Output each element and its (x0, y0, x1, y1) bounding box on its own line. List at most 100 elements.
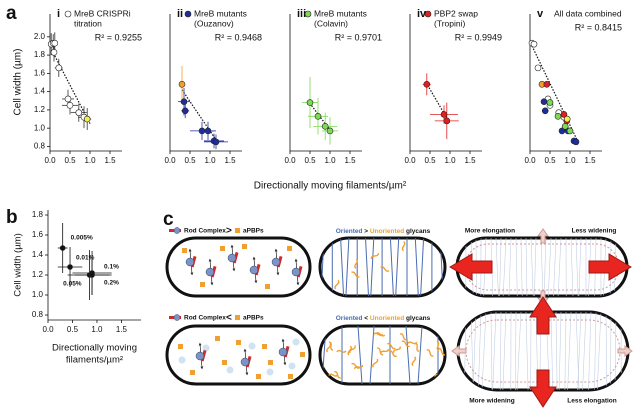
y-tick-label: 1.8 (34, 50, 46, 59)
wall-strand (540, 238, 544, 296)
rod-complex (240, 357, 250, 367)
unoriented-glycan (351, 362, 361, 369)
unoriented-glycan (349, 345, 356, 354)
small-arrow (451, 345, 467, 357)
x-tick-label: 0.0 (404, 156, 416, 165)
unoriented-glycan (353, 364, 364, 370)
oriented-glycan (357, 326, 363, 384)
axis (47, 210, 141, 321)
rod-complex (195, 351, 205, 361)
apbp-inactive (202, 344, 210, 352)
apbp (268, 360, 273, 365)
oriented-glycan (345, 238, 350, 296)
legend-text: aPBPs (243, 315, 264, 322)
apbp (288, 374, 293, 379)
legend-text: MreB mutants (194, 8, 247, 18)
apbp (256, 374, 261, 379)
point (560, 111, 568, 118)
cell-contents (178, 336, 305, 379)
wall-strand (555, 312, 558, 390)
wall-strand (470, 312, 474, 390)
point (326, 127, 334, 135)
y-tick-label: 2.0 (34, 32, 46, 41)
unoriented-glycan (326, 342, 332, 353)
y-tick-label: 1.0 (34, 123, 46, 132)
legend-text: MreB CRISPRi (74, 8, 131, 18)
x-tick-label: 1.5 (344, 156, 356, 165)
x-tick-label: 1.0 (91, 325, 103, 334)
wall-strand (575, 312, 580, 390)
diagram (165, 227, 633, 408)
wall-strand (553, 238, 557, 296)
y-tick-label: 1.4 (32, 250, 44, 259)
unoriented-glycan (399, 333, 408, 341)
point (204, 127, 212, 135)
unoriented-glycan (387, 342, 396, 350)
x-tick-label: 1.5 (104, 156, 116, 165)
rod-complex (185, 257, 195, 267)
legend-text: (Ouzanov) (194, 18, 234, 28)
wall-strand (525, 238, 528, 296)
oriented-glycan (365, 238, 369, 296)
legend-text: MreB mutants (314, 8, 367, 18)
wall-strand (557, 238, 562, 296)
unoriented-glycan (401, 241, 406, 252)
point (440, 111, 448, 118)
outcome: More elongation (465, 228, 515, 235)
oriented-glycan (369, 326, 375, 384)
x-tick-label: 0.5 (67, 325, 79, 334)
wall-strand (502, 312, 507, 390)
point (563, 115, 571, 123)
outcome: More widening (469, 398, 515, 405)
legend-text: Rod Complex (184, 228, 226, 235)
x-tick-label: 0.0 (42, 325, 54, 334)
y-tick-label: 1.6 (34, 68, 46, 77)
unoriented-glycan (388, 350, 397, 357)
point-label: 0.1% (104, 264, 119, 271)
legend-marker (184, 10, 192, 18)
point (66, 102, 74, 109)
panel-label: a (6, 3, 17, 24)
y-axis-title: Cell width (µm) (13, 49, 24, 116)
fit-line (531, 45, 579, 143)
unoriented-glycan (372, 358, 379, 368)
point (64, 95, 72, 103)
y-tick-label: 1.0 (32, 290, 44, 299)
wall-strand (577, 312, 582, 390)
wall-strand (530, 238, 534, 296)
glycans: glycans (406, 315, 431, 322)
apbp-inactive (226, 366, 234, 374)
point (89, 272, 95, 278)
r-squared: R² = 0.9468 (215, 32, 262, 42)
x-axis-title: Directionally moving (52, 343, 137, 354)
wall-strand (472, 312, 477, 390)
x-tick-label: 1.0 (564, 156, 576, 165)
x-tick-label: 0.5 (424, 156, 436, 165)
point-label: 0.005% (71, 235, 93, 242)
legend-text: (Tropini) (434, 18, 465, 28)
header: Oriented > Unoriented glycans (336, 228, 431, 235)
point (306, 99, 314, 106)
comparator: > (364, 228, 368, 235)
r-squared: R² = 0.9701 (335, 32, 382, 42)
point (543, 81, 551, 88)
apbp (287, 246, 292, 251)
x-tick-label: 1.0 (444, 156, 456, 165)
apbp-inactive (266, 368, 274, 376)
point (443, 117, 451, 125)
x-axis-title: Directionally moving filaments/µm² (254, 181, 407, 192)
cell-contents (182, 244, 303, 289)
rod-complex (249, 265, 259, 275)
point (423, 81, 431, 88)
x-tick-label: 1.5 (224, 156, 236, 165)
unoriented-glycan (426, 349, 434, 357)
y-tick-label: 1.2 (34, 105, 46, 114)
oriented-glycan (420, 238, 425, 296)
point (83, 115, 91, 123)
rod-complex (205, 267, 215, 277)
wall-strand (499, 238, 502, 296)
point (530, 40, 538, 48)
unoriented-glycan (334, 279, 340, 290)
x-tick-label: 0.0 (44, 156, 56, 165)
